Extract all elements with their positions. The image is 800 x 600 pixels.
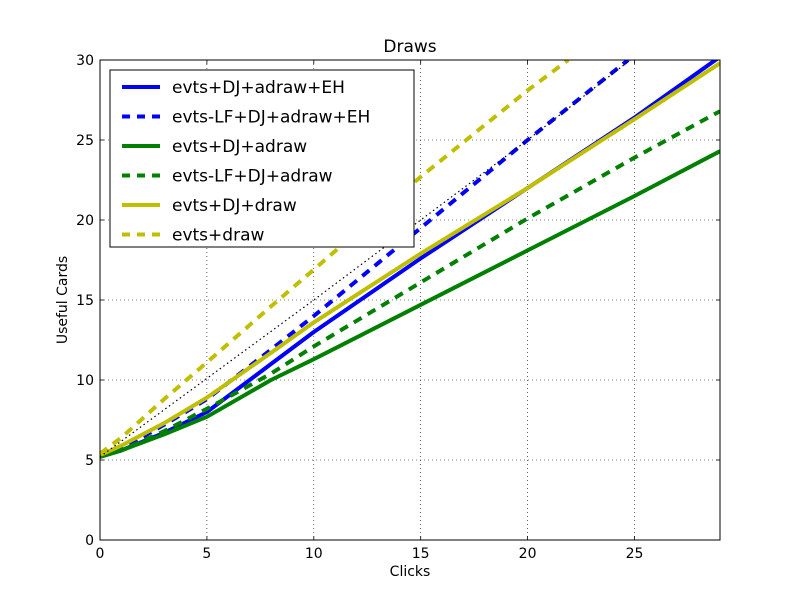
x-tick-label: 0 <box>96 546 105 562</box>
chart-title: Draws <box>383 37 436 57</box>
legend-label: evts-LF+DJ+adraw+EH <box>172 108 370 128</box>
x-tick-label: 10 <box>305 546 323 562</box>
legend-label: evts+draw <box>172 226 264 246</box>
x-tick-label: 15 <box>412 546 430 562</box>
legend-label: evts+DJ+adraw+EH <box>172 78 345 98</box>
series-line-2 <box>100 149 720 459</box>
y-tick-label: 10 <box>76 373 94 389</box>
x-tick-label: 20 <box>519 546 537 562</box>
y-tick-label: 5 <box>85 453 94 469</box>
legend-label: evts-LF+DJ+adraw <box>172 167 333 187</box>
series-line-5 <box>100 60 570 456</box>
y-tick-label: 0 <box>85 533 94 549</box>
series-line-4 <box>100 61 720 458</box>
x-axis-label: Clicks <box>390 564 431 580</box>
legend-frame <box>109 69 415 248</box>
y-tick-label: 30 <box>76 53 94 69</box>
legend: evts+DJ+adraw+EH evts-LF+DJ+adraw+EH evts+… <box>109 69 415 248</box>
y-tick-label: 15 <box>76 293 94 309</box>
y-tick-label: 20 <box>76 213 94 229</box>
y-tick-label: 25 <box>76 133 94 149</box>
ticks: 0 5 10 15 20 25 0 5 10 15 20 25 30 <box>76 53 720 562</box>
y-axis-label: Useful Cards <box>55 256 71 344</box>
x-tick-label: 25 <box>626 546 644 562</box>
legend-label: evts+DJ+draw <box>172 196 297 216</box>
legend-label: evts+DJ+adraw <box>172 137 307 157</box>
series-line-3 <box>100 109 720 459</box>
series-lines <box>100 60 720 459</box>
series-line-1 <box>100 60 630 459</box>
x-tick-label: 5 <box>202 546 211 562</box>
